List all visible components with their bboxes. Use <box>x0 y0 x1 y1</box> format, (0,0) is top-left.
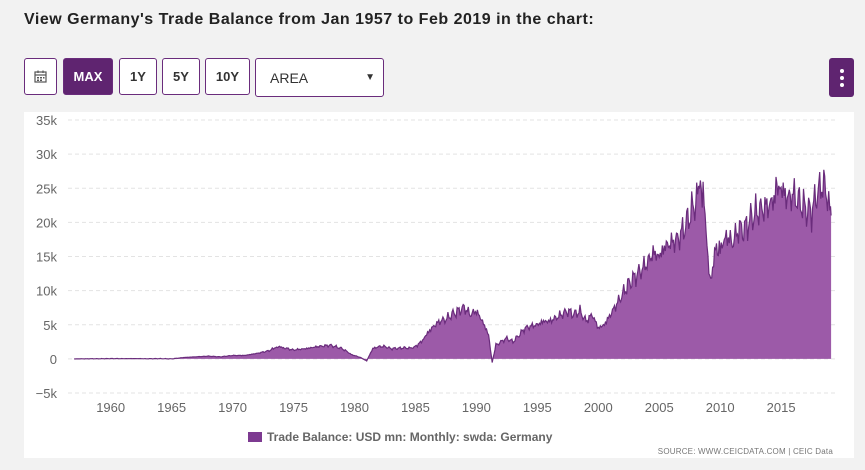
x-tick-label: 1995 <box>523 400 552 415</box>
y-tick-label: 15k <box>36 250 57 265</box>
x-tick-label: 2015 <box>767 400 796 415</box>
x-tick-label: 1965 <box>157 400 186 415</box>
chart-panel: −5k 0 5k 10k 15k 20k 25k 30k 35k 1960 1965 1970 197… <box>24 112 854 458</box>
x-tick-label: 2010 <box>706 400 735 415</box>
chart-menu-button[interactable] <box>829 58 854 97</box>
y-tick-label: 20k <box>36 215 57 230</box>
x-tick-label: 1960 <box>96 400 125 415</box>
x-tick-label: 1970 <box>218 400 247 415</box>
x-tick-label: 1975 <box>279 400 308 415</box>
range-button-10y[interactable]: 10Y <box>205 58 250 95</box>
series-area <box>74 169 832 363</box>
chart-type-select[interactable]: AREA ▼ <box>255 58 384 97</box>
chart-toolbar: MAX 1Y 5Y 10Y AREA ▼ <box>0 0 865 110</box>
trade-balance-chart: −5k 0 5k 10k 15k 20k 25k 30k 35k 1960 1965 1970 197… <box>36 113 836 415</box>
y-tick-label: 10k <box>36 284 57 299</box>
source-credit: SOURCE: WWW.CEICDATA.COM | CEIC Data <box>657 447 833 456</box>
series-layer <box>73 169 832 363</box>
series-line <box>73 169 832 363</box>
range-button-5y[interactable]: 5Y <box>162 58 200 95</box>
calendar-icon <box>34 70 47 83</box>
y-tick-label: 0 <box>50 352 57 367</box>
vertical-dots-icon <box>839 68 844 73</box>
x-tick-label: 1980 <box>340 400 369 415</box>
y-tick-label: −5k <box>36 386 58 401</box>
chevron-down-icon: ▼ <box>365 72 375 83</box>
range-button-1y[interactable]: 1Y <box>119 58 157 95</box>
legend-label: Trade Balance: USD mn: Monthly: swda: Ge… <box>267 430 553 444</box>
y-tick-label: 35k <box>36 113 57 128</box>
x-tick-label: 2000 <box>584 400 613 415</box>
x-axis-ticks: 1960 1965 1970 1975 1980 1985 1990 1995 2000 2005… <box>96 400 795 415</box>
legend-swatch <box>248 432 262 442</box>
x-tick-label: 1990 <box>462 400 491 415</box>
chart-type-value: AREA <box>270 69 309 86</box>
chart-legend[interactable]: Trade Balance: USD mn: Monthly: swda: Ge… <box>248 430 552 444</box>
y-tick-label: 25k <box>36 181 57 196</box>
x-tick-label: 2005 <box>645 400 674 415</box>
y-tick-label: 5k <box>43 318 57 333</box>
calendar-button[interactable] <box>24 58 57 95</box>
y-tick-label: 30k <box>36 147 57 162</box>
range-button-max[interactable]: MAX <box>63 58 113 95</box>
page-heading: View Germany's Trade Balance from Jan 19… <box>24 11 595 28</box>
y-axis-ticks: −5k 0 5k 10k 15k 20k 25k 30k 35k <box>36 113 58 401</box>
x-tick-label: 1985 <box>401 400 430 415</box>
